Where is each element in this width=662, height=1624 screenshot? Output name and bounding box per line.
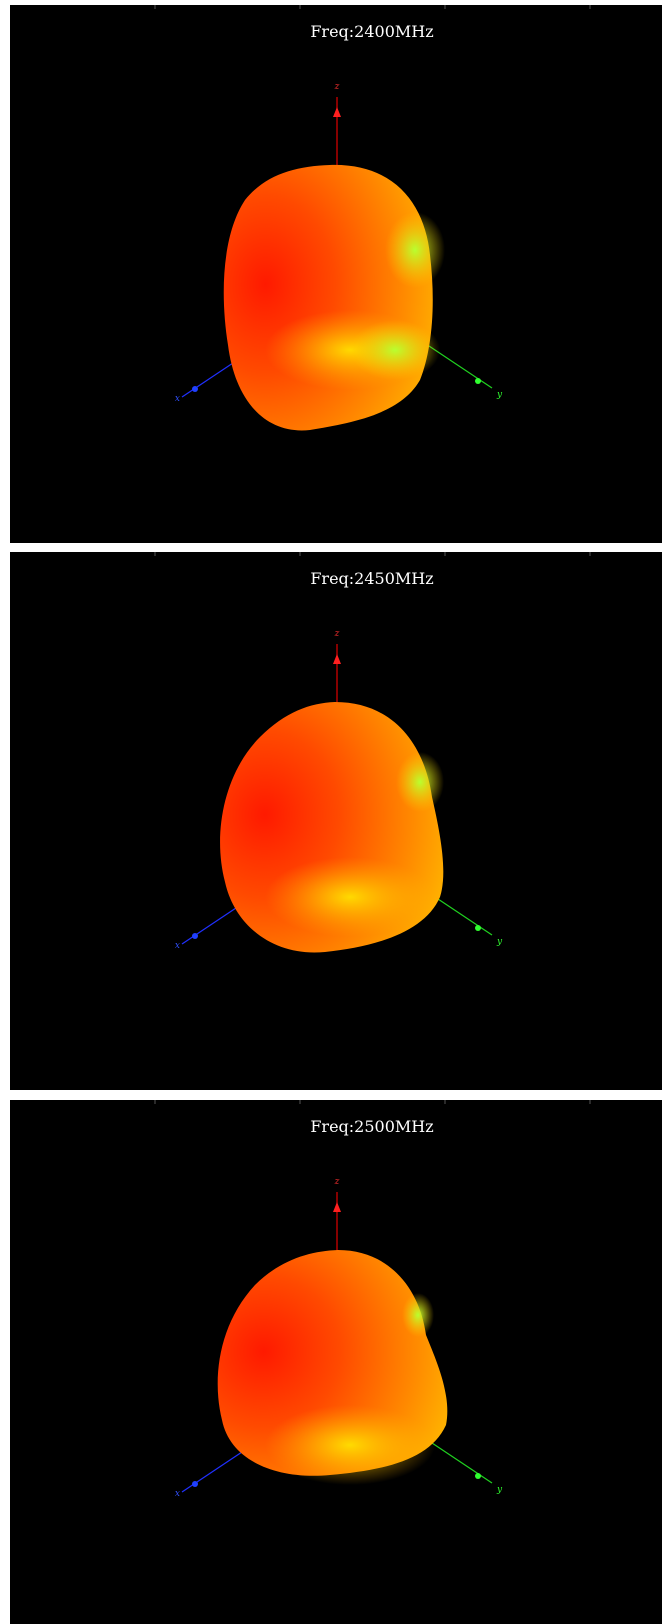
y-marker <box>475 1473 481 1479</box>
z-arrow <box>333 107 341 117</box>
y-label: y <box>496 390 503 400</box>
pattern-shading <box>265 857 435 937</box>
x-label: x <box>175 1489 180 1499</box>
pattern-highlight <box>385 212 445 288</box>
y-label: y <box>496 1485 503 1495</box>
pattern-highlight <box>350 320 440 380</box>
panel: Freq:2450MHz z x y <box>10 552 662 1090</box>
panel: Freq:2500MHz z x y <box>10 1100 662 1624</box>
y-label: y <box>496 937 503 947</box>
x-marker <box>192 933 198 939</box>
panel-title: Freq:2400MHz <box>310 22 433 41</box>
pattern-highlight <box>396 752 444 812</box>
panel: Freq:2400MHz z x y <box>10 5 662 543</box>
z-arrow <box>333 1202 341 1212</box>
panel-title: Freq:2450MHz <box>310 569 433 588</box>
x-label: x <box>175 941 180 951</box>
z-arrow <box>333 654 341 664</box>
radiation-pattern <box>223 164 433 431</box>
y-marker <box>475 925 481 931</box>
z-label: z <box>334 82 340 92</box>
z-label: z <box>334 629 340 639</box>
z-label: z <box>334 1177 340 1187</box>
pattern-highlight <box>402 1293 434 1337</box>
panel-title: Freq:2500MHz <box>310 1117 433 1136</box>
y-marker <box>475 378 481 384</box>
pattern-shading <box>265 1405 435 1485</box>
x-marker <box>192 1481 198 1487</box>
x-marker <box>192 386 198 392</box>
x-label: x <box>175 394 180 404</box>
